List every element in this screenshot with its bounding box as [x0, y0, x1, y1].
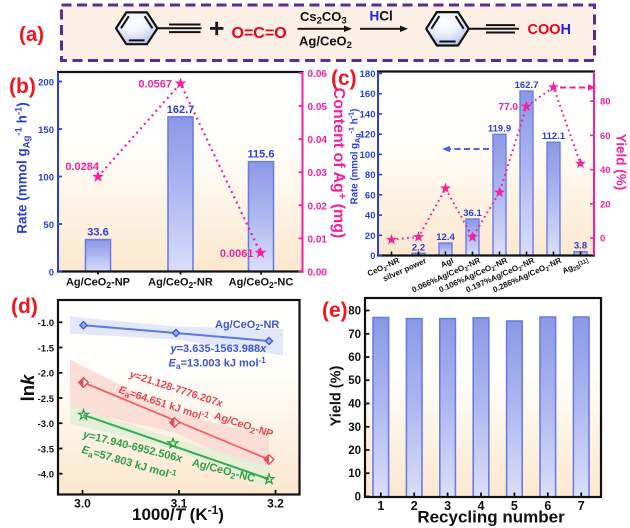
svg-text:119.9: 119.9 — [488, 123, 511, 134]
svg-text:112.1: 112.1 — [542, 131, 566, 142]
svg-text:3.2: 3.2 — [267, 496, 284, 510]
svg-text:33.6: 33.6 — [87, 227, 108, 239]
svg-text:0.05: 0.05 — [308, 102, 328, 113]
svg-text:80: 80 — [600, 97, 611, 108]
svg-text:150: 150 — [38, 125, 54, 136]
svg-text:36.1: 36.1 — [463, 208, 482, 219]
svg-text:Rate (mmol gAg-1 h-1): Rate (mmol gAg-1 h-1) — [14, 102, 33, 234]
svg-text:0: 0 — [355, 492, 361, 504]
svg-text:1000/T (K-1): 1000/T (K-1) — [132, 503, 224, 524]
svg-text:(c): (c) — [331, 67, 357, 90]
svg-text:140: 140 — [360, 109, 376, 120]
svg-text:0.00: 0.00 — [308, 268, 328, 279]
svg-text:70: 70 — [348, 329, 361, 341]
svg-text:7: 7 — [578, 499, 585, 513]
svg-text:3.0: 3.0 — [74, 496, 91, 510]
svg-text:Yield (%): Yield (%) — [329, 365, 345, 426]
svg-text:COOH: COOH — [528, 22, 572, 38]
svg-text:Ag/CeO2-NR: Ag/CeO2-NR — [148, 277, 213, 290]
svg-text:0.06: 0.06 — [308, 69, 328, 80]
svg-text:100: 100 — [38, 173, 54, 184]
svg-text:HCl: HCl — [370, 9, 393, 24]
svg-text:1: 1 — [377, 499, 384, 513]
svg-text:4: 4 — [478, 499, 485, 513]
svg-text:162.7: 162.7 — [167, 104, 195, 116]
svg-text:60: 60 — [365, 190, 376, 201]
svg-text:20: 20 — [600, 199, 611, 210]
svg-text:Ag/CeO2-NR: Ag/CeO2-NR — [215, 319, 279, 332]
svg-text:40: 40 — [348, 399, 361, 411]
svg-text:0.02: 0.02 — [308, 201, 328, 212]
svg-text:20: 20 — [348, 445, 361, 457]
svg-text:Ag/CeO2-NP: Ag/CeO2-NP — [66, 277, 130, 290]
svg-text:2.2: 2.2 — [412, 242, 425, 253]
svg-text:Ag/CeO2: Ag/CeO2 — [299, 34, 352, 52]
svg-text:5: 5 — [511, 499, 518, 513]
svg-text:Ea=13.003 kJ mol-1: Ea=13.003 kJ mol-1 — [169, 356, 267, 371]
svg-text:0.01: 0.01 — [308, 234, 328, 245]
svg-text:0.03: 0.03 — [308, 168, 328, 179]
svg-text:115.6: 115.6 — [248, 149, 275, 161]
svg-text:12.4: 12.4 — [436, 232, 455, 243]
svg-text:3.1: 3.1 — [171, 496, 188, 510]
svg-text:10: 10 — [348, 468, 361, 480]
svg-text:120: 120 — [360, 130, 376, 141]
svg-text:Content of Ag+ (mg): Content of Ag+ (mg) — [330, 88, 348, 239]
svg-text:100: 100 — [360, 150, 376, 161]
svg-text:60: 60 — [348, 352, 361, 364]
svg-text:180: 180 — [360, 69, 376, 80]
svg-text:Recycling number: Recycling number — [417, 508, 565, 527]
svg-text:77.0: 77.0 — [499, 102, 519, 113]
svg-text:Ag/CeO2-NC: Ag/CeO2-NC — [229, 277, 294, 290]
svg-text:0.0567: 0.0567 — [138, 79, 172, 91]
svg-text:30: 30 — [348, 422, 361, 434]
svg-text:50: 50 — [348, 375, 361, 387]
svg-text:80: 80 — [365, 170, 376, 181]
svg-text:(b): (b) — [9, 75, 36, 98]
svg-text:0: 0 — [600, 234, 605, 245]
svg-text:Cs2CO3: Cs2CO3 — [300, 9, 347, 27]
svg-text:-3.0: -3.0 — [38, 419, 54, 430]
svg-text:-1.5: -1.5 — [38, 343, 55, 354]
svg-text:0.0284: 0.0284 — [65, 161, 100, 173]
svg-text:O=C=O: O=C=O — [232, 25, 287, 42]
svg-text:-2.0: -2.0 — [38, 369, 54, 380]
svg-text:80: 80 — [348, 306, 361, 318]
svg-text:lnk: lnk — [17, 373, 38, 401]
svg-text:50: 50 — [43, 220, 54, 231]
svg-text:-1.0: -1.0 — [38, 318, 54, 329]
svg-text:60: 60 — [600, 131, 611, 142]
svg-text:2: 2 — [411, 499, 418, 513]
svg-text:-3.5: -3.5 — [38, 444, 55, 455]
svg-text:3.8: 3.8 — [574, 241, 587, 252]
svg-text:-4.0: -4.0 — [38, 470, 54, 481]
svg-text:3: 3 — [444, 499, 451, 513]
svg-text:(e): (e) — [322, 299, 348, 322]
svg-text:160: 160 — [360, 89, 376, 100]
svg-text:20: 20 — [365, 231, 376, 242]
svg-text:0: 0 — [370, 251, 375, 262]
svg-text:(d): (d) — [11, 295, 38, 318]
svg-text:(a): (a) — [19, 23, 44, 46]
svg-text:162.7: 162.7 — [515, 80, 539, 91]
svg-text:Rate (mmol gAg-1 h-1): Rate (mmol gAg-1 h-1) — [347, 109, 362, 205]
svg-text:-2.5: -2.5 — [38, 394, 55, 405]
svg-text:6: 6 — [544, 499, 551, 513]
svg-text:Ag25[11]: Ag25[11] — [561, 256, 591, 277]
svg-text:200: 200 — [38, 78, 54, 89]
svg-text:0: 0 — [49, 268, 54, 279]
svg-text:Yield (%): Yield (%) — [614, 134, 629, 191]
svg-text:40: 40 — [600, 165, 611, 176]
svg-text:y=3.635-1563.988x: y=3.635-1563.988x — [170, 343, 268, 355]
svg-text:0.0061: 0.0061 — [220, 248, 254, 260]
svg-text:0.04: 0.04 — [308, 135, 328, 146]
svg-text:40: 40 — [365, 211, 376, 222]
